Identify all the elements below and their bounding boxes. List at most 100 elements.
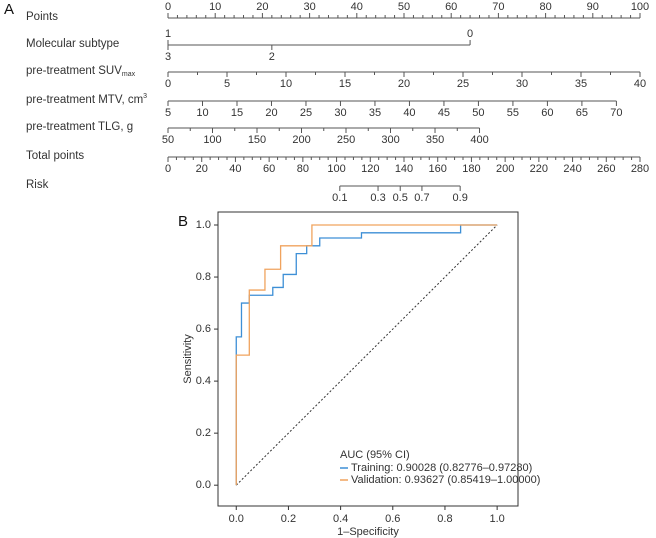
x-tick-label: 0.8 — [437, 513, 452, 525]
tick-label: 10 — [280, 78, 292, 90]
tick-label: 120 — [361, 163, 379, 175]
tick-label: 100 — [631, 1, 649, 13]
tick-label: 40 — [403, 107, 415, 119]
tick-label: 35 — [575, 78, 587, 90]
tick-label: 140 — [395, 163, 413, 175]
row-label: Points — [26, 11, 58, 23]
tick-label: 400 — [470, 134, 488, 146]
tick-label: 20 — [265, 107, 277, 119]
x-tick-label: 0.2 — [281, 513, 296, 525]
tick-label: 50 — [162, 134, 174, 146]
row-label-text: pre-treatment SUV — [26, 65, 122, 77]
row-label: Total points — [26, 150, 84, 162]
tick-label: 3 — [165, 51, 171, 63]
tick-label: 20 — [398, 78, 410, 90]
panel-label: A — [4, 1, 14, 18]
tick-label: 0 — [165, 1, 171, 13]
tick-label: 15 — [339, 78, 351, 90]
row-label-sup: 3 — [143, 93, 147, 100]
tick-label: 280 — [631, 163, 649, 175]
row-label-text: Total points — [26, 150, 84, 162]
tick-label: 40 — [634, 78, 646, 90]
tick-label: 65 — [576, 107, 588, 119]
panel-label: B — [178, 213, 188, 230]
row-label-sub: max — [122, 71, 136, 78]
tick-label: 5 — [224, 78, 230, 90]
tick-label: 10 — [209, 1, 221, 13]
row-label: pre-treatment SUVmax — [26, 65, 136, 78]
tick-label: 250 — [337, 134, 355, 146]
row-label-text: pre-treatment TLG, g — [26, 121, 133, 133]
legend-title: AUC (95% CI) — [340, 449, 410, 461]
row-label-text: Points — [26, 11, 58, 23]
row-label: pre-treatment MTV, cm3 — [26, 93, 147, 106]
tick-label: 80 — [297, 163, 309, 175]
tick-label: 220 — [530, 163, 548, 175]
row-label-text: Risk — [26, 179, 49, 191]
tick-label: 0.7 — [414, 192, 429, 204]
tick-label: 240 — [563, 163, 581, 175]
tick-label: 30 — [516, 78, 528, 90]
tick-label: 40 — [229, 163, 241, 175]
tick-label: 90 — [587, 1, 599, 13]
row-label: pre-treatment TLG, g — [26, 121, 133, 133]
row-label: Molecular subtype — [26, 38, 119, 50]
x-axis-label: 1–Specificity — [337, 526, 399, 538]
tick-label: 20 — [256, 1, 268, 13]
tick-label: 50 — [398, 1, 410, 13]
tick-label: 200 — [496, 163, 514, 175]
tick-label: 45 — [438, 107, 450, 119]
x-tick-label: 0.0 — [229, 513, 244, 525]
tick-label: 25 — [300, 107, 312, 119]
tick-label: 70 — [610, 107, 622, 119]
legend-label: Validation: 0.93627 (0.85419–1.00000) — [351, 474, 540, 486]
tick-label: 100 — [327, 163, 345, 175]
x-tick-label: 0.4 — [333, 513, 348, 525]
tick-label: 30 — [334, 107, 346, 119]
row-label-text: pre-treatment MTV, cm — [26, 94, 143, 106]
tick-label: 0.1 — [332, 192, 347, 204]
tick-label: 60 — [541, 107, 553, 119]
row-label-text: Molecular subtype — [26, 38, 119, 50]
row-label: Risk — [26, 179, 49, 191]
tick-label: 150 — [248, 134, 266, 146]
tick-label: 1 — [165, 28, 171, 40]
tick-label: 70 — [492, 1, 504, 13]
tick-label: 35 — [369, 107, 381, 119]
legend-label: Training: 0.90028 (0.82776–0.97280) — [351, 462, 532, 474]
tick-label: 0 — [165, 163, 171, 175]
roc-curve — [235, 224, 498, 486]
tick-label: 20 — [196, 163, 208, 175]
tick-label: 60 — [263, 163, 275, 175]
y-tick-label: 0.2 — [196, 427, 211, 439]
tick-label: 10 — [196, 107, 208, 119]
y-tick-label: 0.8 — [196, 271, 211, 283]
y-tick-label: 1.0 — [196, 219, 211, 231]
tick-label: 80 — [539, 1, 551, 13]
tick-label: 55 — [507, 107, 519, 119]
y-tick-label: 0.0 — [196, 479, 211, 491]
roc-curve — [235, 224, 498, 486]
y-tick-label: 0.6 — [196, 323, 211, 335]
tick-label: 5 — [165, 107, 171, 119]
y-tick-label: 0.4 — [196, 375, 211, 387]
tick-label: 350 — [426, 134, 444, 146]
tick-label: 0 — [467, 28, 473, 40]
tick-label: 60 — [445, 1, 457, 13]
tick-label: 30 — [303, 1, 315, 13]
tick-label: 180 — [462, 163, 480, 175]
tick-label: 0.9 — [453, 192, 468, 204]
y-axis-label: Sensitivity — [182, 334, 194, 384]
tick-label: 0 — [165, 78, 171, 90]
tick-label: 50 — [472, 107, 484, 119]
tick-label: 160 — [429, 163, 447, 175]
tick-label: 100 — [203, 134, 221, 146]
tick-label: 40 — [351, 1, 363, 13]
tick-label: 0.3 — [370, 192, 385, 204]
tick-label: 200 — [292, 134, 310, 146]
tick-label: 300 — [381, 134, 399, 146]
plot-frame — [217, 211, 519, 507]
tick-label: 25 — [457, 78, 469, 90]
tick-label: 0.5 — [393, 192, 408, 204]
